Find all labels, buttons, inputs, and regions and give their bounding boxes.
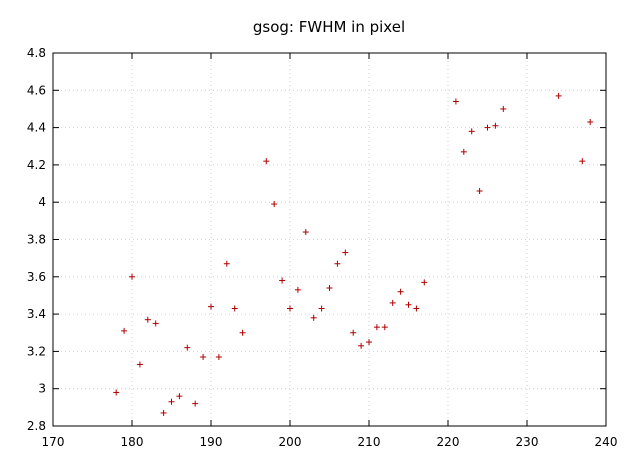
data-point-marker <box>215 353 222 360</box>
data-point-marker <box>389 299 396 306</box>
data-point-marker <box>302 229 309 236</box>
y-tick-label: 4.4 <box>27 121 46 135</box>
data-point-marker <box>381 324 388 331</box>
data-point-marker <box>334 260 341 267</box>
data-point-marker <box>350 329 357 336</box>
y-tick-label: 3.2 <box>27 344 46 358</box>
data-point-marker <box>468 128 475 135</box>
y-tick-label: 3.6 <box>27 270 46 284</box>
x-tick-label: 230 <box>516 435 539 449</box>
data-point-marker <box>168 398 175 405</box>
data-point-marker <box>310 314 317 321</box>
data-point-marker <box>239 329 246 336</box>
data-point-marker <box>587 119 594 126</box>
data-point-marker <box>144 316 151 323</box>
x-tick-label: 190 <box>200 435 223 449</box>
data-point-marker <box>405 301 412 308</box>
data-point-marker <box>476 188 483 195</box>
data-point-marker <box>192 400 199 407</box>
data-point-marker <box>152 320 159 327</box>
data-point-marker <box>176 393 183 400</box>
x-axis-tick-labels: 170 180 190 200 210 220 230 240 <box>42 435 618 449</box>
data-point-marker <box>366 339 372 346</box>
data-point-marker <box>421 279 428 286</box>
data-point-marker <box>373 324 380 331</box>
data-point-marker <box>460 148 467 155</box>
y-tick-label: 2.8 <box>27 419 46 433</box>
y-tick-label: 4.6 <box>27 83 46 97</box>
y-axis-tick-labels: 2.8 3 3.2 3.4 3.6 3.8 4 4.2 4.4 4.6 4.8 <box>27 46 46 433</box>
data-points <box>113 92 594 416</box>
y-tick-label: 4 <box>38 195 46 209</box>
chart-title: gsog: FWHM in pixel <box>253 18 405 36</box>
data-point-marker <box>136 361 143 368</box>
data-point-marker <box>160 409 167 416</box>
data-point-marker <box>452 98 459 105</box>
x-tick-label: 210 <box>358 435 381 449</box>
data-point-marker <box>579 158 586 165</box>
x-tick-label: 220 <box>437 435 460 449</box>
y-tick-label: 3.4 <box>27 307 46 321</box>
data-point-marker <box>223 260 230 267</box>
data-point-marker <box>200 353 207 360</box>
data-point-marker <box>279 277 286 284</box>
y-tick-label: 4.2 <box>27 158 46 172</box>
y-tick-label: 3.8 <box>27 233 46 247</box>
data-point-marker <box>113 389 120 396</box>
data-point-marker <box>287 305 293 312</box>
x-tick-label: 240 <box>595 435 618 449</box>
data-point-marker <box>271 201 278 208</box>
data-point-marker <box>121 327 128 334</box>
data-point-marker <box>326 284 333 291</box>
data-point-marker <box>263 158 270 165</box>
data-point-marker <box>492 122 499 129</box>
data-point-marker <box>294 286 301 293</box>
data-point-marker <box>484 124 491 131</box>
data-point-marker <box>342 249 349 256</box>
data-point-marker <box>231 305 238 312</box>
data-point-marker <box>413 305 420 312</box>
x-tick-label: 200 <box>279 435 302 449</box>
grid-lines <box>53 53 606 426</box>
y-tick-label: 3 <box>38 382 46 396</box>
data-point-marker <box>397 288 404 295</box>
data-point-marker <box>129 273 135 280</box>
data-point-marker <box>184 344 191 351</box>
data-point-marker <box>358 342 365 349</box>
data-point-marker <box>318 305 325 312</box>
data-point-marker <box>208 303 214 310</box>
y-tick-label: 4.8 <box>27 46 46 60</box>
data-point-marker <box>555 92 562 99</box>
plot-area-frame <box>52 52 607 427</box>
x-tick-label: 170 <box>42 435 65 449</box>
x-tick-label: 180 <box>121 435 144 449</box>
data-point-marker <box>500 105 507 112</box>
